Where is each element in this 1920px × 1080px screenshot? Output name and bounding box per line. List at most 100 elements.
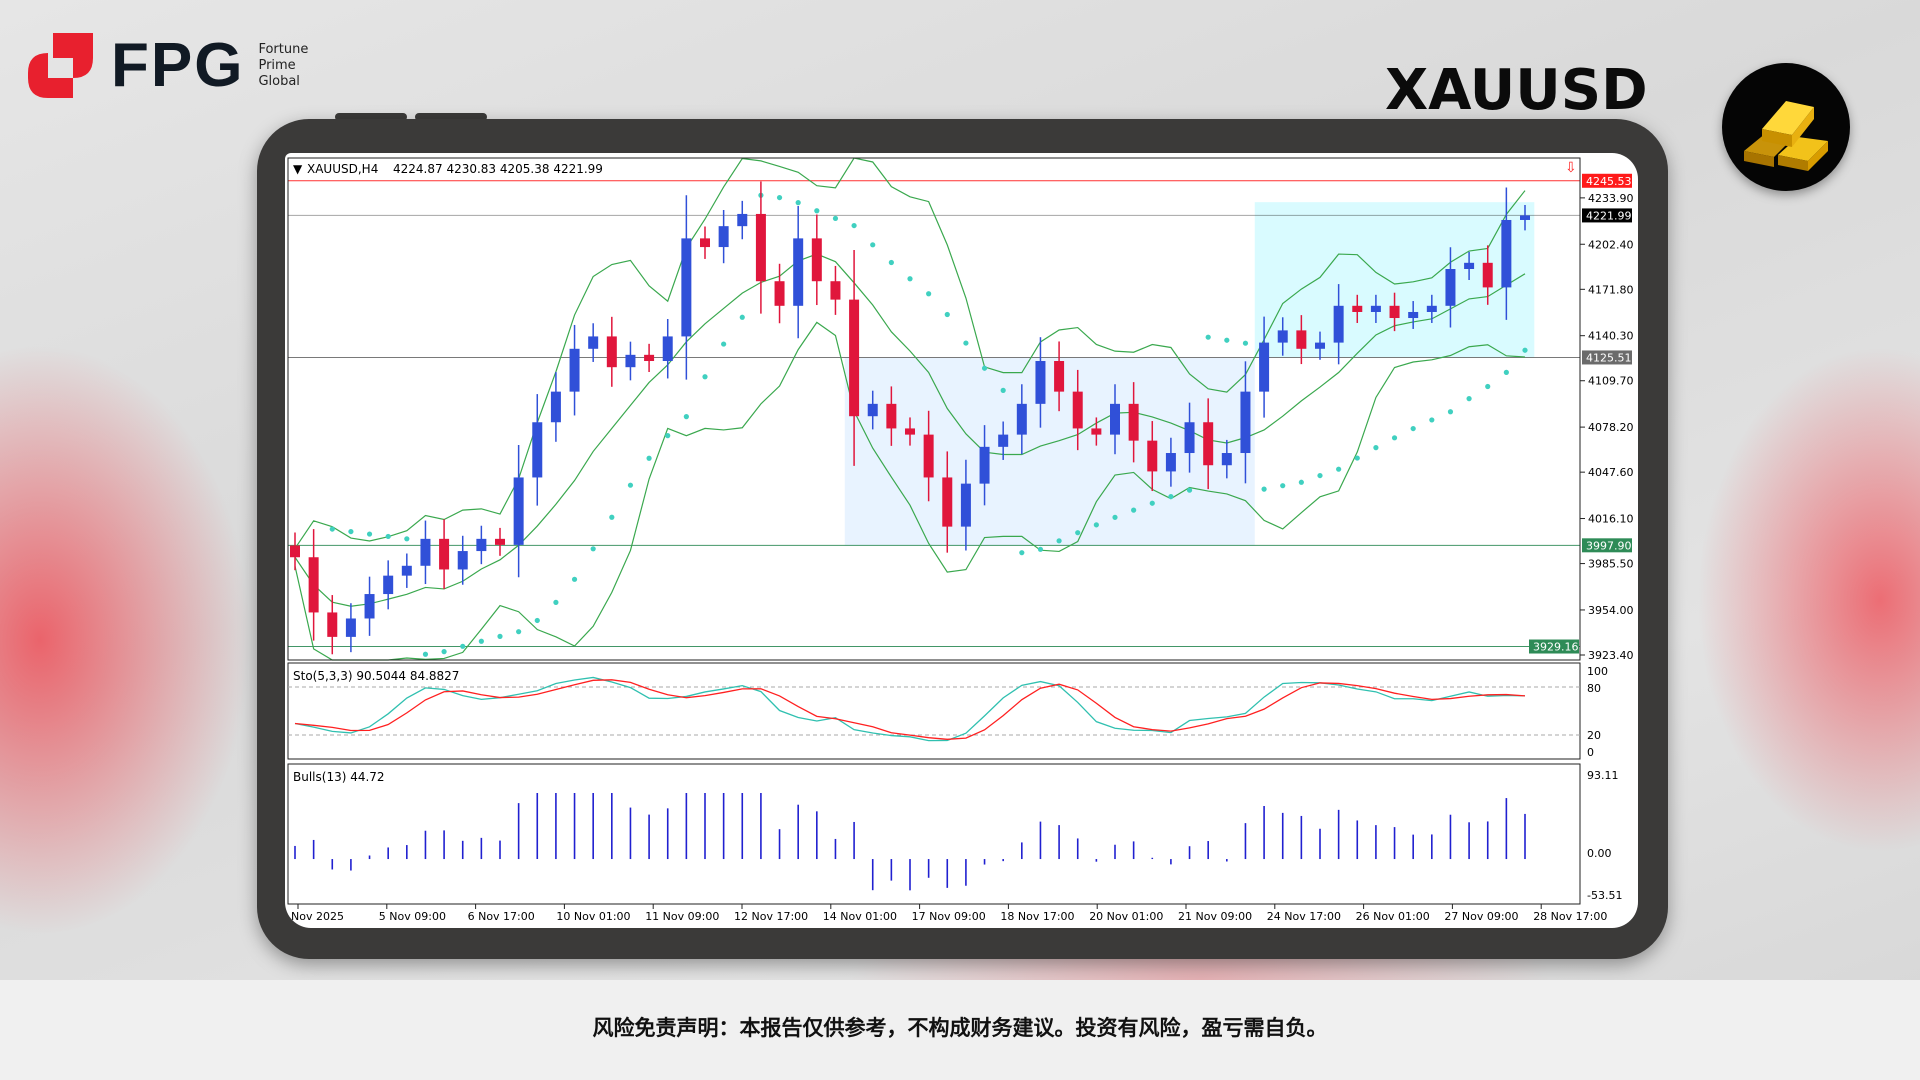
candle-body [737,213,748,227]
bulls-tick: 93.11 [1587,769,1619,782]
parabolic-sar-dot [609,514,615,520]
candle-body [644,354,655,362]
candle-body [1259,342,1270,392]
tagline-line: Global [258,73,300,89]
main-plot-border [287,157,1581,661]
stoch-tick: 80 [1587,682,1601,695]
parabolic-sar-dot [1354,455,1360,461]
chart-dropdown-icon[interactable]: ▼ [293,162,303,176]
candle-body [1277,330,1288,343]
parabolic-sar-dot [1447,409,1454,415]
time-tick-label: 27 Nov 09:00 [1444,910,1518,923]
parabolic-sar-dot [981,365,988,371]
candle-body [1333,305,1344,343]
candle-body [1240,391,1251,454]
trading-chart-screen: ▼ XAUUSD,H4 4224.87 4230.83 4205.38 4221… [285,153,1638,928]
bollinger-band-line [294,253,1526,607]
parabolic-sar-dot [460,643,466,649]
candle-body [1296,330,1307,349]
candle-body [1408,311,1419,319]
candle-body [700,238,710,248]
parabolic-sar-dot [348,528,354,535]
parabolic-sar-dot [739,314,745,320]
time-tick-label: 10 Nov 01:00 [556,910,630,923]
price-chart[interactable]: ▼ XAUUSD,H4 4224.87 4230.83 4205.38 4221… [285,153,1638,928]
time-tick-label: 11 Nov 09:00 [645,910,719,923]
price-tick-label: 3954.00 [1588,604,1634,617]
candle-body [569,348,580,392]
parabolic-sar-dot [385,533,391,540]
candle-body [1221,453,1232,466]
parabolic-sar-dot [1112,514,1118,520]
parabolic-sar-dot [1131,507,1137,513]
candle-body [1203,422,1214,466]
parabolic-sar-dot [1205,334,1211,340]
parabolic-sar-dot [534,617,540,624]
parabolic-sar-dot [702,374,708,380]
candle-body [401,565,412,576]
parabolic-sar-dot [1168,493,1174,500]
parabolic-sar-dot [1037,546,1044,552]
parabolic-sar-dot [590,546,596,552]
candle-body [662,336,673,362]
price-tag-label: 4221.99 [1586,209,1632,222]
fpg-logo: FPG Fortune Prime Global [28,30,308,101]
parabolic-sar-dot [814,208,820,214]
candle-body [290,545,300,558]
candle-body [998,434,1009,447]
parabolic-sar-dot [1429,417,1435,423]
time-tick-label: 26 Nov 01:00 [1356,910,1430,923]
bulls-tick: -53.51 [1587,889,1622,902]
candle-body [774,281,785,306]
candle-body [1016,403,1027,435]
candle-body [457,551,468,570]
stoch-signal-line [294,679,1526,740]
price-tick-label: 4233.90 [1588,192,1634,205]
parabolic-sar-dot [1000,387,1006,393]
parabolic-sar-dot [870,242,876,248]
candle-body [588,336,599,349]
fpg-logo-text: FPG [111,31,245,100]
time-tick-label: Nov 2025 [291,910,344,923]
candle-body [1389,305,1400,319]
time-tick-label: 12 Nov 17:00 [734,910,808,923]
parabolic-sar-dot [1093,522,1099,528]
parabolic-sar-dot [721,341,727,347]
parabolic-sar-dot [1485,383,1491,390]
price-tag-label: 4125.51 [1586,351,1632,364]
stochastic-panel [287,662,1581,760]
time-tick-label: 18 Nov 17:00 [1000,910,1074,923]
candle-body [960,483,971,527]
symbol-title: XAUUSD [1385,58,1648,123]
candle-body [1147,440,1158,472]
time-tick-label: 28 Nov 17:00 [1533,910,1607,923]
price-tag [1582,173,1632,188]
time-tick-label: 24 Nov 17:00 [1267,910,1341,923]
parabolic-sar-dot [851,222,857,229]
fpg-logo-mark [28,33,93,98]
sell-arrow-icon: ⇩ [1565,160,1577,176]
candle-body [942,477,953,527]
price-tick-label: 3985.50 [1588,558,1634,571]
price-tick-label: 4016.10 [1588,513,1634,526]
parabolic-sar-dot [1224,337,1230,343]
time-tick-label: 17 Nov 09:00 [912,910,986,923]
parabolic-sar-dot [441,648,447,655]
time-tick-label: 21 Nov 09:00 [1178,910,1252,923]
candle-body [1184,422,1195,454]
candle-body [1091,428,1102,435]
gold-bars-icon [1722,63,1850,191]
candle-body [1370,305,1381,312]
parabolic-sar-dot [963,340,969,346]
tablet-button [415,113,487,121]
parabolic-sar-dot [1056,538,1062,544]
candle-body [1426,305,1437,312]
risk-disclaimer: 风险免责声明：本报告仅供参考，不构成财务建议。投资有风险，盈亏需自负。 [592,1016,1328,1040]
candle-body [495,538,505,545]
parabolic-sar-dot [832,215,839,222]
candle-body [979,446,990,484]
candle-body [1054,361,1065,392]
candle-body [364,594,375,619]
ohlc-readout: 4224.87 4230.83 4205.38 4221.99 [393,162,603,176]
candle-body [811,238,822,282]
